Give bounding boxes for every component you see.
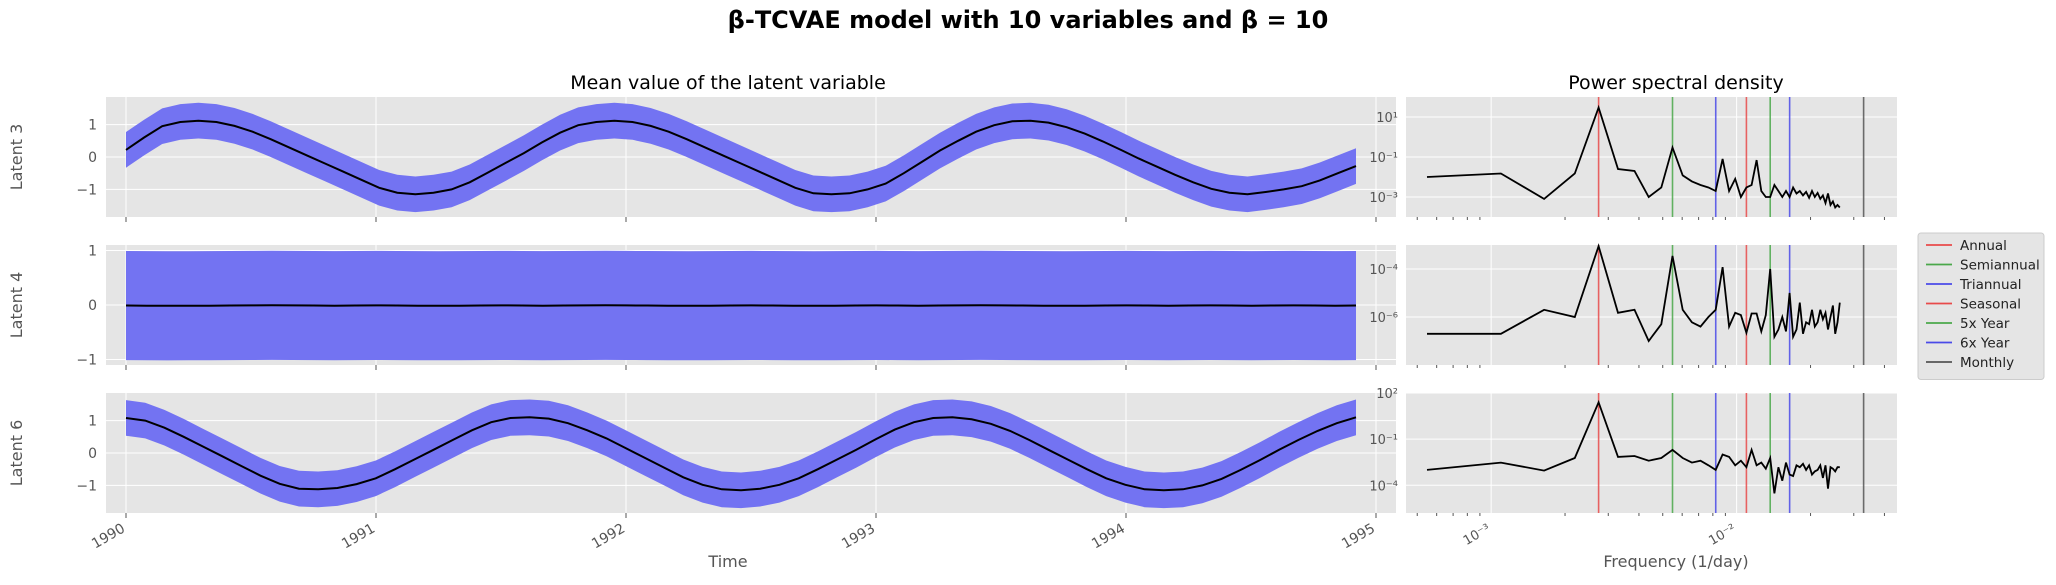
psd-panel-title: Power spectral density: [1568, 72, 1783, 94]
y-tick-label: 10¹: [1376, 111, 1398, 126]
x-tick-label: 10⁻³: [1461, 521, 1493, 548]
legend-entry: Triannual: [1959, 277, 2022, 293]
y-tick-label: −1: [76, 182, 97, 198]
y-tick-label: 1: [88, 414, 97, 430]
x-tick-label: 1993: [839, 521, 878, 553]
y-tick-label: 10²: [1376, 387, 1398, 402]
psd-line: [1426, 104, 1841, 210]
uncertainty-band: [126, 102, 1356, 213]
legend-entry: 5x Year: [1960, 316, 2010, 332]
figure-title: β-TCVAE model with 10 variables and β = …: [728, 6, 1329, 34]
y-tick-label: 10⁻⁴: [1369, 479, 1398, 494]
psd-xlabel: Frequency (1/day): [1603, 552, 1748, 571]
time-panel-1: −1 0 1 Latent 3: [7, 97, 1396, 222]
x-tick-label: 1991: [339, 521, 378, 553]
time-panel-title: Mean value of the latent variable: [570, 72, 886, 94]
y-tick-label: −1: [76, 353, 97, 369]
legend-entry: Semiannual: [1960, 258, 2040, 274]
x-tick-label: 1992: [589, 521, 628, 553]
y-tick-label: 0: [88, 446, 97, 462]
x-tick-label: 10⁻²: [1706, 521, 1738, 548]
psd-panel-3: 10⁻⁴ 10⁻¹ 10² 10⁻³ 10⁻²: [1369, 387, 1897, 549]
psd-line: [1426, 399, 1840, 494]
y-tick-label: −1: [76, 478, 97, 494]
y-tick-label: 10⁻⁶: [1369, 311, 1398, 326]
y-axis-label: Latent 6: [7, 420, 26, 487]
legend-entry: Monthly: [1960, 355, 2014, 371]
time-panel-3: −1 0 1 Latent 6 1990 1991 1992 1993 1994 1995: [7, 393, 1396, 552]
y-tick-label: 0: [88, 298, 97, 314]
time-xlabel: Time: [707, 552, 747, 571]
legend: Annual Semiannual Triannual Seasonal 5x Year…: [1917, 232, 2045, 380]
y-axis-label: Latent 3: [7, 124, 26, 191]
legend-entry: Annual: [1960, 238, 2007, 254]
time-panel-2: −1 0 1 Latent 4: [7, 243, 1396, 370]
uncertainty-band: [126, 399, 1356, 509]
psd-panel-2: 10⁻⁶ 10⁻⁴: [1369, 243, 1897, 368]
panel-background: [1406, 245, 1897, 365]
y-tick-label: 10⁻³: [1369, 191, 1398, 206]
panel-background: [1406, 393, 1897, 513]
mean-line: [125, 119, 1357, 196]
y-tick-label: 1: [88, 243, 97, 259]
legend-entry: 6x Year: [1960, 336, 2010, 352]
y-axis-label: Latent 4: [7, 272, 26, 339]
psd-panel-1: 10⁻³ 10⁻¹ 10¹: [1369, 97, 1897, 220]
y-tick-label: 10⁻¹: [1369, 433, 1398, 448]
legend-entry: Seasonal: [1960, 297, 2021, 313]
mean-line: [125, 304, 1357, 307]
y-tick-label: 10⁻⁴: [1369, 263, 1398, 278]
x-tick-label: 1994: [1089, 521, 1128, 553]
mean-line: [125, 416, 1357, 492]
y-tick-label: 0: [88, 150, 97, 166]
x-tick-label: 1990: [89, 521, 128, 553]
x-tick-label: 1995: [1339, 521, 1378, 553]
y-tick-label: 1: [88, 118, 97, 134]
y-tick-label: 10⁻¹: [1369, 151, 1398, 166]
psd-line: [1427, 243, 1841, 343]
